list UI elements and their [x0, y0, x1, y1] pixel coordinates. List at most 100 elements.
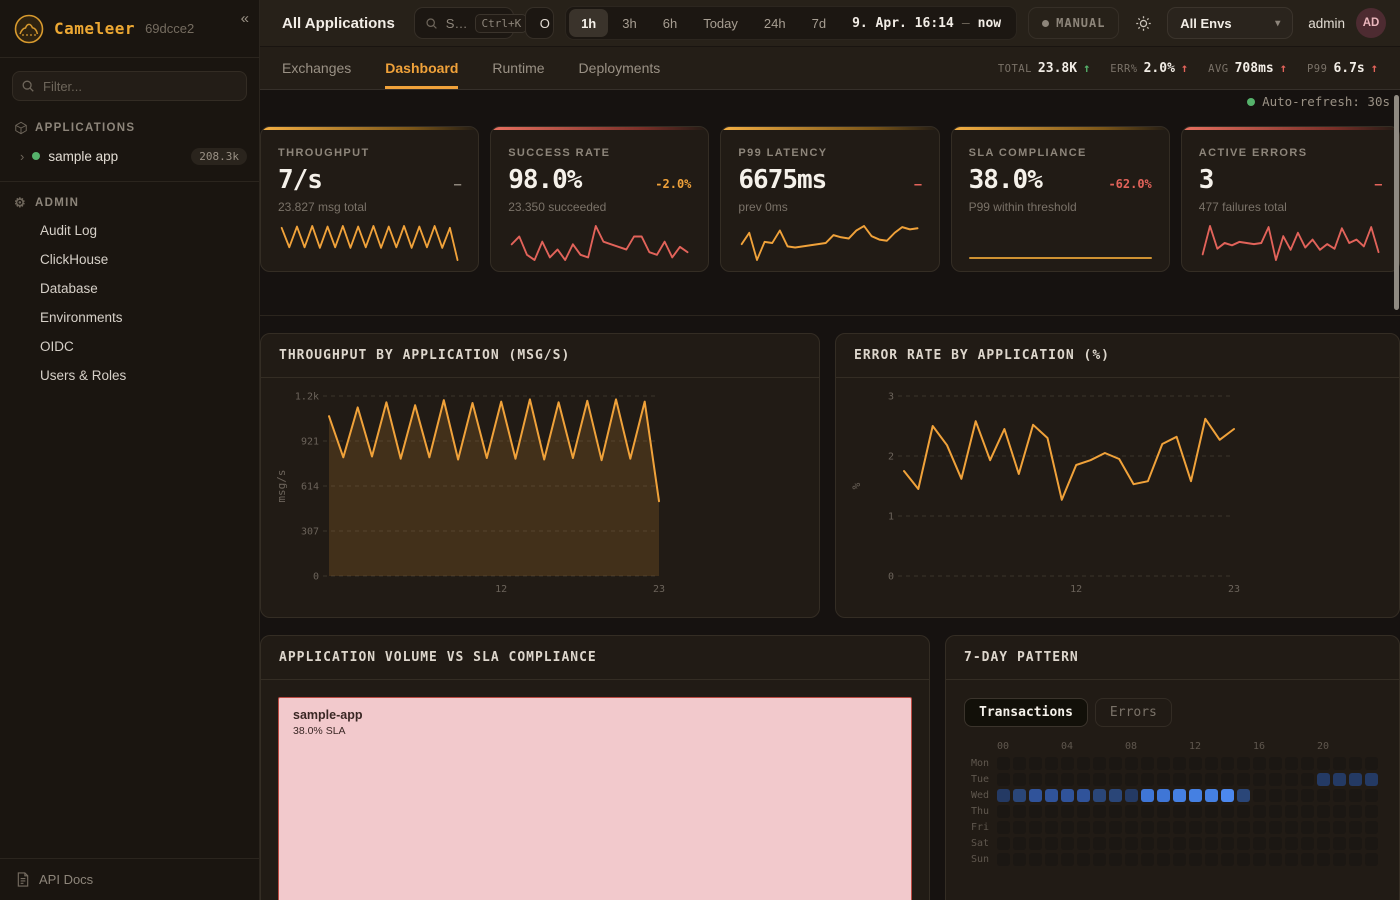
- heatmap-cell[interactable]: [1141, 757, 1154, 770]
- heatmap-cell[interactable]: [1157, 757, 1170, 770]
- heatmap-cell[interactable]: [1189, 853, 1202, 866]
- heatmap-cell[interactable]: [1045, 805, 1058, 818]
- heatmap-cell[interactable]: [1029, 853, 1042, 866]
- heatmap-cell[interactable]: [1157, 821, 1170, 834]
- heatmap-cell[interactable]: [1013, 853, 1026, 866]
- heatmap-cell[interactable]: [1349, 805, 1362, 818]
- heatmap-cell[interactable]: [1237, 853, 1250, 866]
- heatmap-cell[interactable]: [1365, 773, 1378, 786]
- heatmap-cell[interactable]: [1061, 757, 1074, 770]
- theme-toggle-button[interactable]: [1130, 7, 1156, 39]
- heatmap-cell[interactable]: [1077, 789, 1090, 802]
- heatmap-cell[interactable]: [1173, 757, 1186, 770]
- sidebar-item-sample-app[interactable]: › sample app 208.3k: [0, 141, 259, 171]
- nav-tab[interactable]: Exchanges: [282, 60, 352, 76]
- heatmap-cell[interactable]: [1013, 757, 1026, 770]
- heatmap-cell[interactable]: [1189, 837, 1202, 850]
- heatmap-cell[interactable]: [1061, 853, 1074, 866]
- sidebar-admin-item[interactable]: ClickHouse: [40, 252, 109, 267]
- heatmap-cell[interactable]: [1269, 773, 1282, 786]
- heatmap-cell[interactable]: [1269, 805, 1282, 818]
- heatmap-cell[interactable]: [1029, 789, 1042, 802]
- heatmap-cell[interactable]: [1285, 853, 1298, 866]
- heatmap-cell[interactable]: [1093, 805, 1106, 818]
- heatmap-cell[interactable]: [1157, 853, 1170, 866]
- heatmap-cell[interactable]: [1189, 821, 1202, 834]
- filter-input[interactable]: [12, 71, 247, 101]
- heatmap-cell[interactable]: [1333, 773, 1346, 786]
- heatmap-cell[interactable]: [1173, 789, 1186, 802]
- heatmap-cell[interactable]: [1061, 789, 1074, 802]
- time-range-button[interactable]: 6h: [651, 9, 689, 37]
- heatmap-cell[interactable]: [997, 853, 1010, 866]
- heatmap-cell[interactable]: [1301, 805, 1314, 818]
- heatmap-cell[interactable]: [1189, 773, 1202, 786]
- heatmap-cell[interactable]: [1285, 821, 1298, 834]
- heatmap-cell[interactable]: [1045, 821, 1058, 834]
- heatmap-cell[interactable]: [1045, 757, 1058, 770]
- heatmap-cell[interactable]: [1061, 821, 1074, 834]
- heatmap-cell[interactable]: [1109, 837, 1122, 850]
- heatmap-cell[interactable]: [1221, 773, 1234, 786]
- heatmap-cell[interactable]: [1253, 853, 1266, 866]
- vertical-scrollbar-thumb[interactable]: [1394, 95, 1399, 310]
- heatmap-cell[interactable]: [1157, 805, 1170, 818]
- user-avatar[interactable]: AD: [1356, 8, 1386, 38]
- heatmap-cell[interactable]: [1333, 853, 1346, 866]
- heatmap-cell[interactable]: [1285, 773, 1298, 786]
- heatmap-cell[interactable]: [1333, 757, 1346, 770]
- heatmap-cell[interactable]: [1029, 757, 1042, 770]
- heatmap-cell[interactable]: [1125, 837, 1138, 850]
- heatmap-cell[interactable]: [1269, 853, 1282, 866]
- heatmap-cell[interactable]: [1125, 805, 1138, 818]
- heatmap-cell[interactable]: [1237, 789, 1250, 802]
- global-search[interactable]: S… Ctrl+K: [413, 7, 528, 39]
- heatmap-cell[interactable]: [1269, 757, 1282, 770]
- heatmap-cell[interactable]: [997, 821, 1010, 834]
- heatmap-cell[interactable]: [1109, 821, 1122, 834]
- heatmap-cell[interactable]: [1029, 773, 1042, 786]
- heatmap-cell[interactable]: [1173, 837, 1186, 850]
- heatmap-cell[interactable]: [1285, 805, 1298, 818]
- heatmap-cell[interactable]: [1093, 837, 1106, 850]
- heatmap-cell[interactable]: [1349, 821, 1362, 834]
- nav-tab[interactable]: Dashboard: [385, 47, 459, 89]
- heatmap-cell[interactable]: [1333, 821, 1346, 834]
- heatmap-cell[interactable]: [1333, 789, 1346, 802]
- time-range-button[interactable]: 3h: [610, 9, 648, 37]
- heatmap-cell[interactable]: [1365, 853, 1378, 866]
- heatmap-cell[interactable]: [1093, 821, 1106, 834]
- time-range-display[interactable]: 9. Apr. 16:14 — now: [840, 16, 1013, 31]
- heatmap-cell[interactable]: [1269, 821, 1282, 834]
- heatmap-mode-transactions[interactable]: Transactions: [964, 698, 1088, 727]
- heatmap-cell[interactable]: [1237, 821, 1250, 834]
- sidebar-admin-item[interactable]: Audit Log: [40, 223, 98, 238]
- sidebar-item-api-docs[interactable]: API Docs: [0, 858, 259, 900]
- time-range-button[interactable]: 24h: [752, 9, 798, 37]
- heatmap-cell[interactable]: [1077, 773, 1090, 786]
- heatmap-cell[interactable]: [1301, 853, 1314, 866]
- heatmap-cell[interactable]: [1253, 773, 1266, 786]
- heatmap-cell[interactable]: [1317, 853, 1330, 866]
- heatmap-cell[interactable]: [1365, 805, 1378, 818]
- heatmap-cell[interactable]: [1221, 805, 1234, 818]
- heatmap-cell[interactable]: [1045, 837, 1058, 850]
- heatmap-cell[interactable]: [1205, 821, 1218, 834]
- environment-select[interactable]: All Envs ▾: [1167, 7, 1294, 39]
- heatmap-cell[interactable]: [1317, 821, 1330, 834]
- heatmap-cell[interactable]: [1125, 757, 1138, 770]
- heatmap-cell[interactable]: [1349, 757, 1362, 770]
- heatmap-cell[interactable]: [1077, 821, 1090, 834]
- nav-tab[interactable]: Deployments: [578, 60, 661, 76]
- heatmap-cell[interactable]: [1109, 853, 1122, 866]
- heatmap-cell[interactable]: [1061, 837, 1074, 850]
- heatmap-cell[interactable]: [1189, 805, 1202, 818]
- heatmap-cell[interactable]: [1349, 789, 1362, 802]
- heatmap-cell[interactable]: [1349, 773, 1362, 786]
- heatmap-cell[interactable]: [1269, 789, 1282, 802]
- heatmap-cell[interactable]: [1285, 757, 1298, 770]
- heatmap-cell[interactable]: [1349, 837, 1362, 850]
- heatmap-cell[interactable]: [997, 789, 1010, 802]
- heatmap-cell[interactable]: [1253, 805, 1266, 818]
- time-range-button[interactable]: 1h: [569, 9, 609, 37]
